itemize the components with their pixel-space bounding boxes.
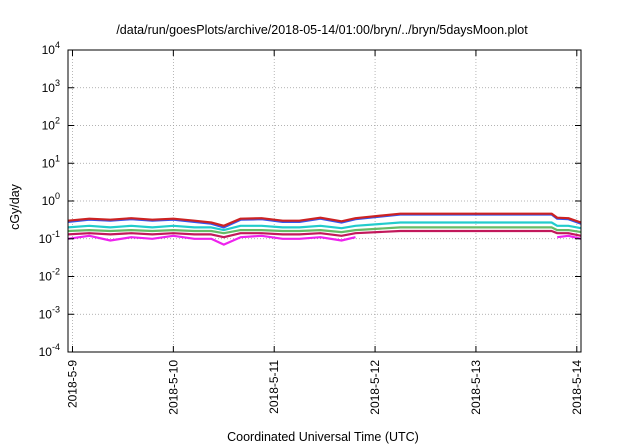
series-line-3 xyxy=(67,226,582,235)
x-tick-label: 2018-5-10 xyxy=(166,360,180,415)
y-tick-label: 100 xyxy=(42,191,60,208)
y-tick-label: 10-2 xyxy=(39,267,60,284)
x-tick-label: 2018-5-9 xyxy=(65,360,79,408)
x-axis-label: Coordinated Universal Time (UTC) xyxy=(227,430,419,444)
series-line-2 xyxy=(67,229,582,239)
y-tick-label: 10-4 xyxy=(39,342,60,359)
series-line-1 xyxy=(67,234,582,246)
y-tick-label: 101 xyxy=(42,153,60,170)
x-axis: 2018-5-9 2018-5-10 2018-5-11 2018-5-12 2018-… xyxy=(65,50,584,415)
y-tick-label: 103 xyxy=(42,78,60,95)
chart-title: /data/run/goesPlots/archive/2018-05-14/0… xyxy=(116,23,528,37)
y-tick-label: 102 xyxy=(42,116,60,133)
y-axis: 10-4 10-3 10-2 10-1 100 101 102 103 104 xyxy=(39,40,581,359)
y-axis-label: cGy/day xyxy=(8,183,22,230)
y-tick-label: 104 xyxy=(42,40,60,57)
series-line-6 xyxy=(67,212,582,227)
series-line-4 xyxy=(67,221,582,232)
plot-frame xyxy=(67,49,582,353)
series-group xyxy=(67,212,582,246)
grid xyxy=(68,50,581,352)
x-tick-label: 2018-5-11 xyxy=(267,360,281,414)
x-tick-label: 2018-5-12 xyxy=(368,360,382,415)
y-tick-label: 10-3 xyxy=(39,304,60,321)
y-tick-label: 10-1 xyxy=(39,229,60,246)
x-tick-label: 2018-5-14 xyxy=(570,360,584,415)
x-tick-label: 2018-5-13 xyxy=(469,360,483,415)
